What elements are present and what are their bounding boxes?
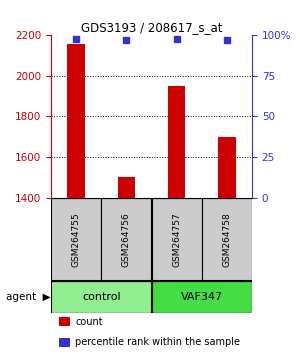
Bar: [51, 198, 101, 281]
Text: count: count: [75, 316, 103, 326]
Text: GSM264755: GSM264755: [72, 212, 81, 267]
Text: GSM264756: GSM264756: [122, 212, 131, 267]
Text: agent  ▶: agent ▶: [6, 292, 51, 302]
Bar: [202, 198, 252, 281]
Bar: [152, 281, 252, 313]
Bar: [118, 177, 135, 198]
Bar: [168, 86, 185, 198]
Bar: [59, 317, 70, 326]
Title: GDS3193 / 208617_s_at: GDS3193 / 208617_s_at: [81, 21, 222, 34]
Text: GSM264757: GSM264757: [172, 212, 181, 267]
Bar: [101, 198, 152, 281]
Text: VAF347: VAF347: [181, 292, 223, 302]
Bar: [59, 338, 70, 347]
Bar: [51, 281, 152, 313]
Bar: [152, 198, 202, 281]
Text: percentile rank within the sample: percentile rank within the sample: [75, 337, 240, 347]
Bar: [218, 137, 236, 198]
Bar: [67, 44, 85, 198]
Text: GSM264758: GSM264758: [222, 212, 231, 267]
Text: control: control: [82, 292, 121, 302]
